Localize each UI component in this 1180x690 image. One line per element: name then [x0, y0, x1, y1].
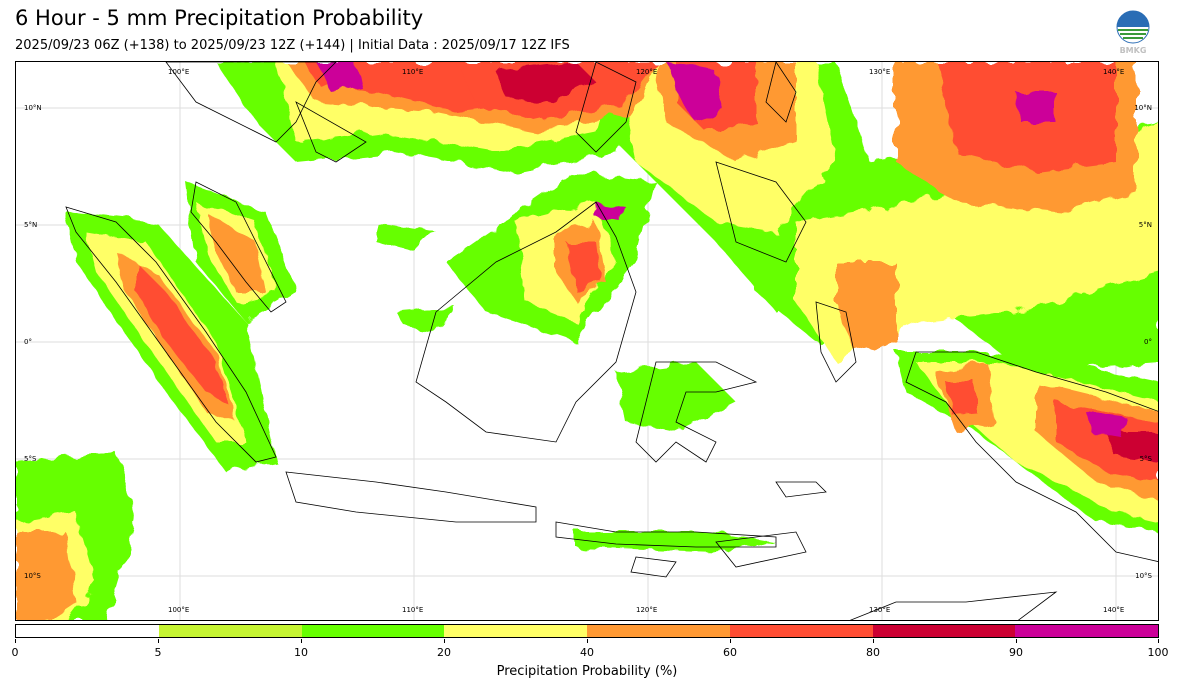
lat-label-left: 0° — [24, 338, 32, 346]
lon-label-bottom: 140°E — [1103, 606, 1124, 614]
precipitation-map: 100°E 110°E 120°E 130°E 140°E 100°E 110°… — [15, 61, 1159, 621]
lon-label-top: 120°E — [636, 68, 657, 76]
colorbar-tick-label: 5 — [154, 646, 162, 659]
colorbar-tick-label: 60 — [723, 646, 737, 659]
map-canvas: 100°E 110°E 120°E 130°E 140°E 100°E 110°… — [16, 62, 1158, 620]
colorbar-tick — [15, 639, 16, 643]
colorbar-tick — [1016, 639, 1017, 643]
lat-label-right: 10°N — [1134, 104, 1152, 112]
map-subtitle: 2025/09/23 06Z (+138) to 2025/09/23 12Z … — [15, 38, 570, 53]
lat-label-right: 10°S — [1135, 572, 1152, 580]
colorbar-tick-label: 90 — [1009, 646, 1023, 659]
longitude-labels-top: 100°E 110°E 120°E 130°E 140°E — [168, 68, 1124, 76]
colorbar-tick — [730, 639, 731, 643]
colorbar-label: Precipitation Probability (%) — [496, 664, 678, 679]
colorbar-tick-label: 100 — [1147, 646, 1169, 659]
bmkg-logo: BMKG — [1116, 10, 1150, 55]
colorbar-segment — [587, 625, 730, 637]
colorbar — [15, 624, 1159, 638]
lat-label-left: 10°N — [24, 104, 42, 112]
lon-label-bottom: 100°E — [168, 606, 189, 614]
lon-label-bottom: 110°E — [402, 606, 423, 614]
colorbar-segment — [729, 625, 873, 637]
lon-label-bottom: 130°E — [869, 606, 890, 614]
colorbar-tick — [587, 639, 588, 643]
colorbar-tick-label: 0 — [11, 646, 19, 659]
colorbar-tick-label: 20 — [437, 646, 451, 659]
lat-label-left: 10°S — [24, 572, 41, 580]
lon-label-bottom: 120°E — [636, 606, 657, 614]
colorbar-segment — [301, 625, 445, 637]
colorbar-segment — [872, 625, 1016, 637]
colorbar-tick — [1158, 639, 1159, 643]
latitude-labels-right: 10°N 5°N 0° 5°S 10°S — [1134, 104, 1152, 580]
colorbar-tick — [158, 639, 159, 643]
lat-label-right: 0° — [1144, 338, 1152, 346]
colorbar-tick — [301, 639, 302, 643]
lon-label-top: 140°E — [1103, 68, 1124, 76]
latitude-labels-left: 10°N 5°N 0° 5°S 10°S — [24, 104, 42, 580]
colorbar-segment — [1015, 625, 1158, 637]
colorbar-tick-label: 80 — [866, 646, 880, 659]
map-title: 6 Hour - 5 mm Precipitation Probability — [15, 6, 424, 30]
coastlines — [65, 62, 1158, 620]
probability-shading — [16, 62, 1158, 620]
colorbar-segment — [158, 625, 302, 637]
lat-label-left: 5°S — [24, 455, 37, 463]
lat-label-right: 5°N — [1139, 221, 1152, 229]
lat-label-right: 5°S — [1140, 455, 1153, 463]
colorbar-tick-label: 10 — [294, 646, 308, 659]
lat-label-left: 5°N — [24, 221, 37, 229]
colorbar-tick-label: 40 — [580, 646, 594, 659]
colorbar-tick — [444, 639, 445, 643]
lon-label-top: 110°E — [402, 68, 423, 76]
colorbar-segment — [444, 625, 587, 637]
colorbar-segment — [16, 625, 159, 637]
logo-text: BMKG — [1120, 46, 1147, 55]
colorbar-tick — [873, 639, 874, 643]
lon-label-top: 100°E — [168, 68, 189, 76]
lon-label-top: 130°E — [869, 68, 890, 76]
longitude-labels-bottom: 100°E 110°E 120°E 130°E 140°E — [168, 606, 1124, 614]
